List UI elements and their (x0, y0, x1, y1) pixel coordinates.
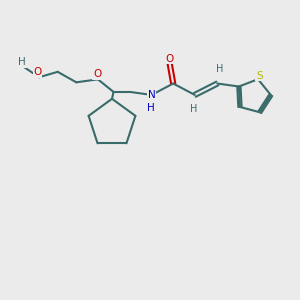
Text: H: H (216, 64, 224, 74)
Text: O: O (93, 69, 101, 79)
Text: H: H (146, 103, 154, 112)
Text: H: H (190, 104, 197, 114)
Text: N: N (148, 90, 155, 100)
Text: O: O (34, 67, 42, 77)
Text: H: H (18, 57, 26, 67)
Text: O: O (166, 54, 174, 64)
Text: S: S (256, 70, 263, 81)
